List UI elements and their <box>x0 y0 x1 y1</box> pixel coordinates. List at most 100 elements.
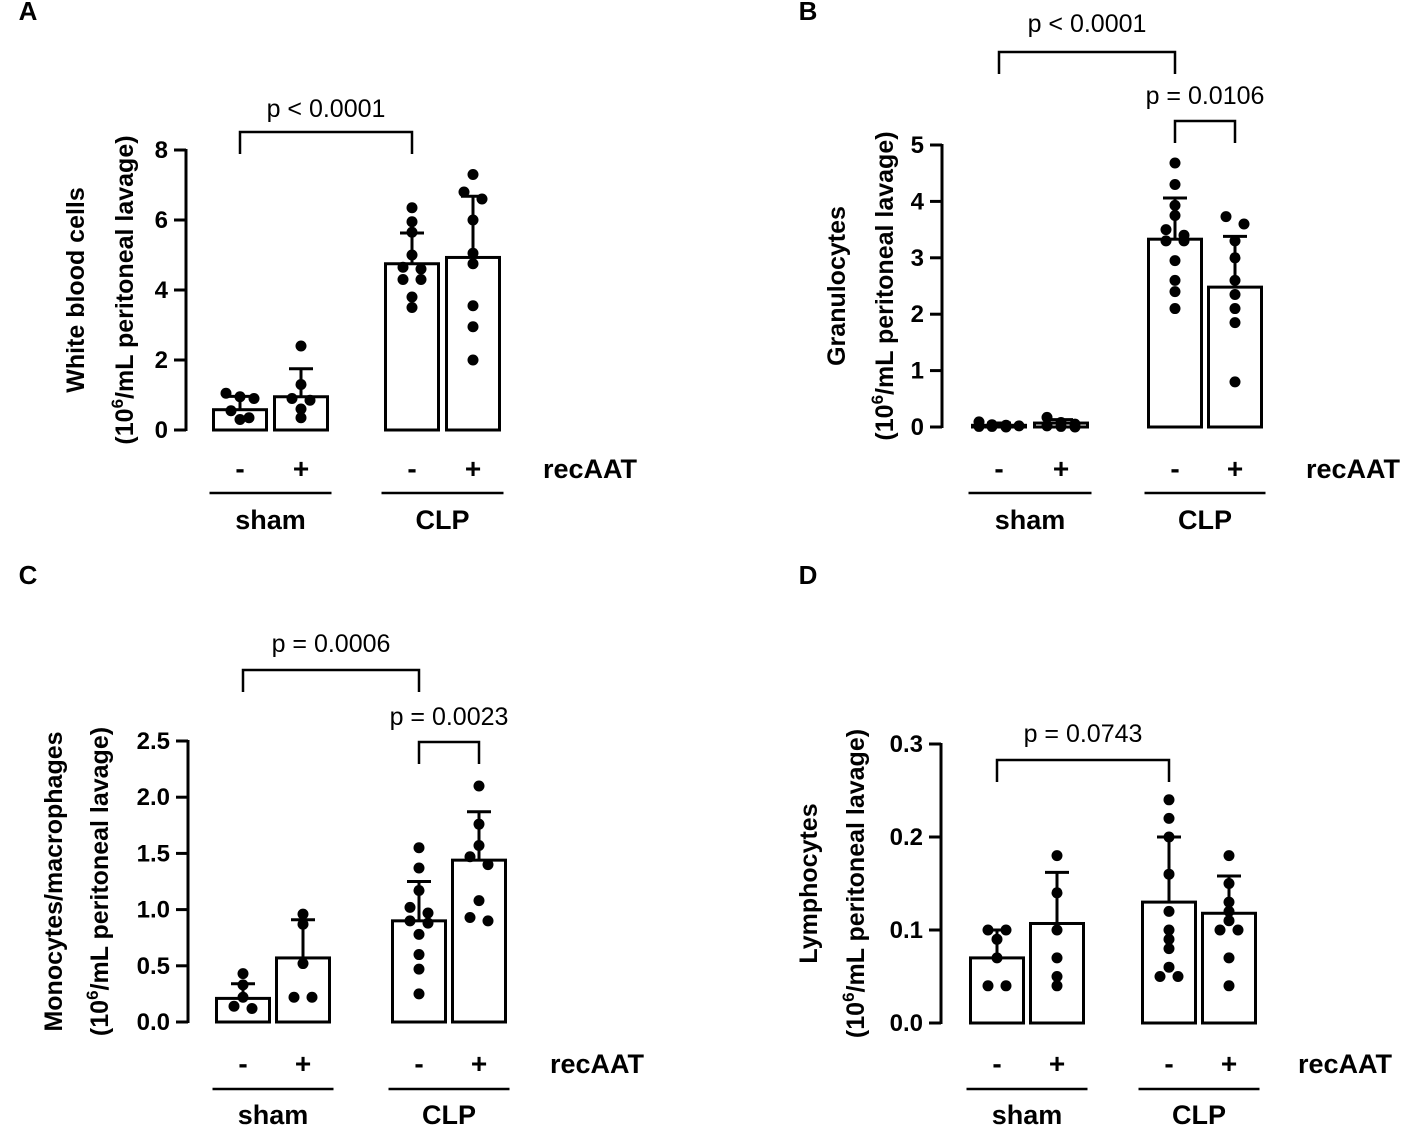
treatment-sign: + <box>471 1048 487 1079</box>
data-point <box>288 991 300 1003</box>
y-tick-label: 1 <box>911 358 924 385</box>
data-point <box>1013 420 1025 432</box>
data-point <box>413 988 425 1000</box>
treatment-sign: - <box>407 453 416 484</box>
y-axis-unit-label: (106/mL peritoneal lavage) <box>83 727 114 1036</box>
y-tick-label: 1.5 <box>137 840 170 867</box>
group-label: CLP <box>422 1100 476 1130</box>
data-point <box>1169 286 1181 298</box>
y-tick-label: 0.5 <box>137 953 170 980</box>
data-point <box>406 216 418 228</box>
y-tick-label: 4 <box>155 277 169 304</box>
data-point <box>1000 980 1012 992</box>
data-point <box>1229 376 1241 388</box>
data-point <box>1160 224 1172 236</box>
data-point <box>982 924 994 936</box>
y-tick-label: 8 <box>155 137 168 164</box>
data-point <box>422 917 434 929</box>
panel-label: D <box>799 560 818 590</box>
data-point <box>1051 887 1063 899</box>
y-axis-unit-label: (106/mL peritoneal lavage) <box>868 131 899 440</box>
y-axis-label: White blood cells <box>62 187 90 393</box>
bar-3 <box>1147 237 1203 429</box>
data-point <box>1229 317 1241 329</box>
data-point <box>467 300 479 312</box>
data-point <box>1051 971 1063 982</box>
data-point <box>1229 303 1241 315</box>
treatment-label: recAAT <box>543 454 638 484</box>
panel-d: D 0.0 0.1 0.2 0.3 Lymphocytes (106/mL peritone… <box>795 560 1393 1130</box>
data-point <box>467 214 479 226</box>
panel-c: C 0.0 0.5 1.0 1.5 2.0 2.5 Monocytes/macrophages… <box>19 560 645 1130</box>
data-point <box>297 908 309 920</box>
group-label: CLP <box>1172 1100 1226 1130</box>
y-axis-label: Lymphocytes <box>795 803 823 963</box>
y-tick-label: 5 <box>911 132 924 159</box>
data-point <box>295 412 307 424</box>
data-point <box>220 387 232 399</box>
y-tick-label: 1.0 <box>137 897 170 924</box>
data-point <box>422 907 434 919</box>
data-point <box>406 291 418 303</box>
data-point <box>1169 303 1181 315</box>
data-point <box>1041 411 1053 423</box>
group-label: CLP <box>416 505 470 535</box>
data-point <box>1229 288 1241 300</box>
data-point <box>1163 924 1175 936</box>
significance-bracket <box>417 740 481 764</box>
y-axis-unit-label: (106/mL peritoneal lavage) <box>108 135 139 444</box>
y-tick-label: 2.5 <box>137 728 170 755</box>
data-point <box>413 928 425 940</box>
data-point <box>297 958 309 970</box>
y-tick-label: 0.3 <box>890 731 923 758</box>
data-point <box>1172 971 1184 982</box>
data-point <box>1163 868 1175 880</box>
data-point <box>467 321 479 333</box>
data-point <box>473 840 485 852</box>
data-point <box>1041 420 1053 432</box>
data-point <box>243 412 255 424</box>
unit-pre: (10 <box>111 408 139 444</box>
data-point <box>406 226 418 238</box>
data-point <box>1051 850 1063 862</box>
treatment-sign: - <box>1170 453 1179 484</box>
significance-bracket <box>238 130 414 154</box>
data-point <box>1223 905 1235 917</box>
unit-pre: (10 <box>842 1002 870 1038</box>
treatment-label: recAAT <box>1306 454 1401 484</box>
y-tick-label: 0.0 <box>890 1010 923 1037</box>
unit-sup: 6 <box>83 990 102 999</box>
y-tick-label: 4 <box>911 188 925 215</box>
data-point <box>1051 924 1063 936</box>
data-point <box>1229 235 1241 247</box>
data-point <box>415 263 427 275</box>
data-point <box>1163 943 1175 955</box>
data-point <box>1223 980 1235 992</box>
bar-4 <box>451 858 507 1024</box>
treatment-sign: + <box>1221 1048 1237 1079</box>
data-point <box>1051 980 1063 992</box>
data-point <box>1229 252 1241 264</box>
data-point <box>1223 952 1235 964</box>
data-point <box>1169 178 1181 190</box>
data-point <box>1232 924 1244 936</box>
treatment-label: recAAT <box>1298 1049 1393 1079</box>
data-point <box>1154 971 1166 982</box>
p-value-label: p = 0.0106 <box>1146 82 1265 110</box>
data-point <box>1229 274 1241 286</box>
panel-b: B 0 1 2 3 4 5 Granulocytes (106/mL peritoneal la… <box>799 0 1401 535</box>
group-label: sham <box>992 1100 1063 1130</box>
p-value-label: p = 0.0006 <box>272 630 391 658</box>
data-point <box>473 895 485 907</box>
treatment-sign: - <box>1164 1048 1173 1079</box>
data-point <box>482 859 494 871</box>
data-point <box>1163 961 1175 973</box>
data-point <box>1169 210 1181 221</box>
treatment-sign: - <box>235 453 244 484</box>
p-value-label: p = 0.0023 <box>390 703 509 731</box>
treatment-sign: - <box>994 453 1003 484</box>
significance-bracket <box>1173 119 1237 143</box>
data-point <box>286 393 298 404</box>
